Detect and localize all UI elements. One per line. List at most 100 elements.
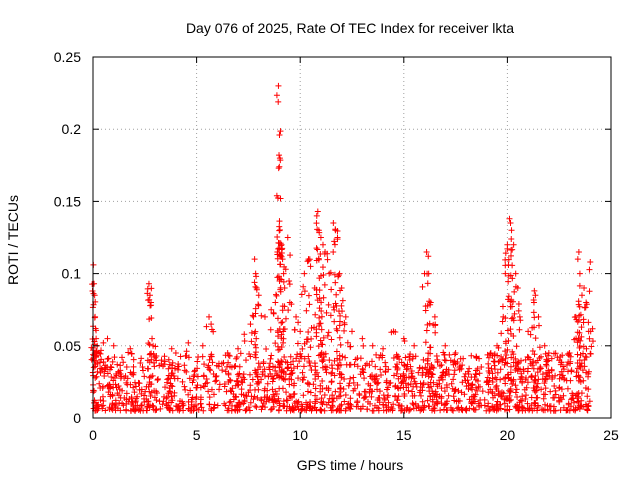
- data-point: [583, 301, 590, 308]
- data-point: [451, 367, 458, 374]
- data-point: [466, 405, 473, 412]
- data-point: [578, 292, 585, 299]
- data-point: [205, 362, 212, 369]
- data-point: [507, 326, 514, 333]
- data-point: [441, 388, 448, 395]
- data-point: [503, 396, 510, 403]
- data-point: [429, 398, 436, 405]
- data-point: [398, 403, 405, 410]
- data-point: [325, 301, 332, 308]
- data-point: [264, 380, 271, 387]
- x-axis-label: GPS time / hours: [297, 457, 404, 473]
- data-point: [258, 376, 265, 383]
- data-point: [367, 373, 374, 380]
- data-point: [578, 360, 585, 367]
- data-point: [518, 370, 525, 377]
- data-point: [307, 362, 314, 369]
- data-point: [350, 374, 357, 381]
- data-point: [530, 296, 537, 303]
- data-point: [210, 328, 217, 335]
- data-point: [336, 334, 343, 341]
- data-point: [437, 407, 444, 414]
- data-point: [298, 291, 305, 298]
- data-point: [485, 389, 492, 396]
- data-point: [532, 292, 539, 299]
- data-point: [233, 353, 240, 360]
- data-point: [518, 357, 525, 364]
- data-point: [368, 358, 375, 365]
- data-point: [513, 359, 520, 366]
- data-point: [538, 386, 545, 393]
- data-point: [531, 324, 538, 331]
- data-point: [455, 387, 462, 394]
- data-point: [445, 392, 452, 399]
- data-point: [537, 365, 544, 372]
- data-point: [278, 358, 285, 365]
- data-point: [305, 328, 312, 335]
- data-point: [538, 353, 545, 360]
- data-point: [98, 356, 105, 363]
- data-point: [570, 406, 577, 413]
- data-point: [277, 195, 284, 202]
- data-point: [276, 163, 283, 170]
- data-point: [241, 331, 248, 338]
- data-point: [275, 82, 282, 89]
- data-point: [419, 398, 426, 405]
- data-point: [354, 382, 361, 389]
- data-point: [369, 342, 376, 349]
- data-point: [454, 359, 461, 366]
- data-point: [318, 299, 325, 306]
- data-point: [191, 368, 198, 375]
- data-point: [552, 372, 559, 379]
- data-point: [512, 355, 519, 362]
- data-point: [267, 355, 274, 362]
- data-point: [247, 321, 254, 328]
- data-point: [440, 349, 447, 356]
- data-point: [534, 369, 541, 376]
- data-point: [398, 359, 405, 366]
- data-point: [331, 241, 338, 248]
- data-point: [504, 327, 511, 334]
- data-point: [251, 279, 258, 286]
- data-point: [438, 385, 445, 392]
- data-point: [405, 387, 412, 394]
- data-point: [342, 354, 349, 361]
- data-point: [336, 370, 343, 377]
- data-point: [241, 397, 248, 404]
- data-point: [334, 228, 341, 235]
- data-point: [393, 351, 400, 358]
- data-point: [552, 387, 559, 394]
- data-point: [321, 392, 328, 399]
- data-point: [431, 407, 438, 414]
- data-point: [130, 371, 137, 378]
- data-point: [285, 307, 292, 314]
- data-point: [257, 363, 264, 370]
- data-point: [532, 335, 539, 342]
- data-point: [331, 372, 338, 379]
- data-point: [336, 322, 343, 329]
- data-point: [165, 356, 172, 363]
- data-point: [515, 365, 522, 372]
- data-point: [341, 319, 348, 326]
- data-point: [422, 364, 429, 371]
- data-point: [563, 361, 570, 368]
- data-point: [362, 393, 369, 400]
- data-point: [508, 303, 515, 310]
- data-point: [282, 266, 289, 273]
- data-point: [187, 387, 194, 394]
- data-point: [186, 375, 193, 382]
- data-point: [274, 315, 281, 322]
- data-points: [88, 82, 596, 414]
- data-point: [510, 317, 517, 324]
- data-point: [483, 407, 490, 414]
- data-point: [276, 400, 283, 407]
- data-point: [172, 350, 179, 357]
- data-point: [576, 329, 583, 336]
- data-point: [130, 363, 137, 370]
- data-point: [305, 292, 312, 299]
- data-point: [513, 343, 520, 350]
- data-point: [495, 358, 502, 365]
- data-point: [410, 375, 417, 382]
- data-point: [195, 406, 202, 413]
- data-point: [341, 327, 348, 334]
